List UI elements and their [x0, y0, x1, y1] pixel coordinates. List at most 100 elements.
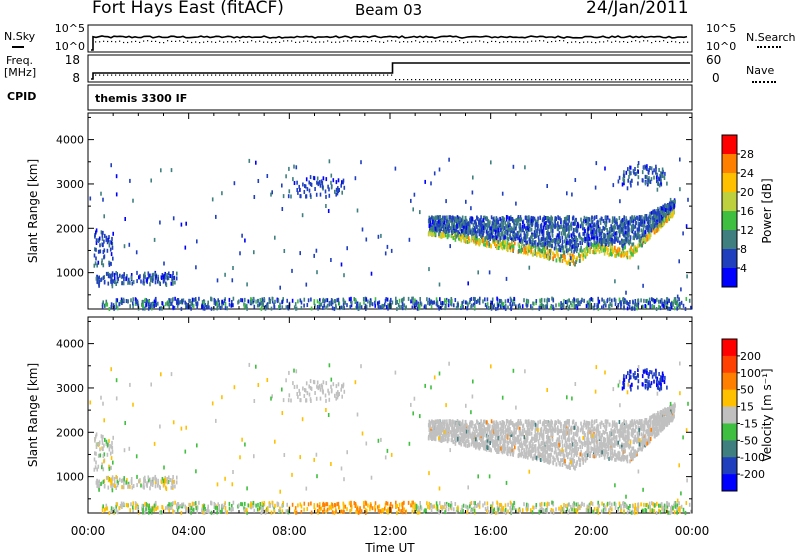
- echo-cell: [548, 298, 550, 303]
- echo-cell: [567, 306, 570, 311]
- nave-dot: [151, 74, 153, 76]
- echo-cell: [414, 298, 416, 303]
- echo-cell: [108, 235, 110, 240]
- echo-cell: [455, 234, 458, 239]
- echo-cell: [614, 253, 616, 258]
- echo-cell: [457, 230, 460, 235]
- echo-cell: [530, 235, 532, 240]
- echo-cell: [504, 510, 507, 515]
- echo-cell: [659, 510, 662, 515]
- echo-cell: [523, 298, 525, 303]
- echo-cell: [450, 501, 453, 505]
- echo-cell: [645, 225, 647, 230]
- echo-cell: [105, 271, 108, 276]
- echo-cell: [148, 300, 150, 304]
- echo-cell: [581, 252, 583, 257]
- echo-cell: [664, 207, 667, 212]
- echo-cell: [670, 200, 673, 205]
- echo-cell: [617, 236, 620, 241]
- nave-dotted-key: [752, 81, 776, 83]
- nsearch-dot: [419, 41, 421, 43]
- echo-cell: [434, 215, 437, 220]
- echo-cell: [302, 182, 304, 187]
- echo-cell: [442, 215, 444, 220]
- echo-cell: [144, 271, 146, 276]
- echo-cell: [597, 504, 600, 509]
- echo-cell: [582, 256, 584, 261]
- nsearch-dot: [683, 41, 685, 43]
- echo-cell: [531, 222, 533, 227]
- echo-cell: [634, 247, 637, 252]
- echo-cell: [123, 244, 126, 249]
- echo-cell: [515, 233, 518, 238]
- nsearch-dot: [671, 40, 673, 43]
- echo-cell: [647, 300, 650, 305]
- echo-cell: [307, 502, 310, 507]
- echo-cell: [465, 230, 467, 235]
- nsearch-dot: [371, 40, 373, 42]
- echo-cell: [489, 236, 491, 241]
- echo-cell: [628, 304, 631, 309]
- echo-cell: [110, 509, 113, 513]
- echo-cell: [504, 230, 506, 235]
- echo-cell: [646, 175, 648, 180]
- nsky-left-tick-bottom: 10^0: [55, 40, 85, 53]
- echo-cell: [614, 225, 617, 230]
- echo-cell: [490, 244, 492, 249]
- echo-cell: [539, 215, 541, 220]
- echo-cell: [546, 245, 549, 250]
- echo-cell: [456, 221, 458, 226]
- echo-cell: [121, 301, 123, 305]
- echo-cell: [634, 172, 637, 177]
- echo-cell: [496, 500, 498, 505]
- echo-cell: [615, 253, 617, 258]
- echo-cell: [586, 249, 589, 253]
- echo-cell: [457, 223, 460, 228]
- echo-cell: [649, 301, 651, 306]
- nave-dot: [411, 79, 413, 81]
- echo-cell: [540, 297, 543, 302]
- echo-cell: [646, 237, 649, 242]
- echo-cell: [623, 305, 625, 310]
- echo-cell: [562, 506, 565, 511]
- echo-cell: [438, 306, 440, 311]
- echo-cell: [634, 230, 636, 235]
- echo-cell: [118, 302, 121, 307]
- echo-cell: [605, 215, 607, 220]
- echo-cell: [150, 506, 152, 511]
- echo-cell: [637, 508, 639, 513]
- echo-cell: [535, 243, 537, 248]
- echo-cell: [270, 306, 273, 311]
- echo-cell: [535, 251, 538, 256]
- echo-cell: [465, 504, 467, 509]
- echo-cell: [325, 509, 327, 514]
- echo-cell: [518, 304, 521, 309]
- echo-cell: [354, 298, 357, 302]
- echo-cell: [472, 223, 475, 228]
- echo-cell: [688, 298, 691, 303]
- echo-cell: [480, 233, 482, 238]
- echo-cell: [532, 301, 534, 306]
- echo-cell: [106, 248, 109, 253]
- echo-cell: [244, 297, 246, 302]
- echo-cell: [670, 305, 673, 310]
- echo-cell: [101, 236, 104, 241]
- echo-cell: [108, 307, 111, 311]
- echo-cell: [473, 500, 475, 505]
- echo-cell: [656, 227, 658, 232]
- echo-cell: [598, 249, 601, 254]
- nave-dot: [115, 74, 117, 76]
- nave-dot: [619, 79, 621, 81]
- echo-cell: [188, 502, 190, 507]
- echo-cell: [450, 226, 453, 231]
- nave-dot: [99, 74, 101, 76]
- echo-cell: [530, 245, 533, 250]
- echo-cell: [432, 231, 434, 236]
- echo-cell: [573, 504, 575, 509]
- echo-cell: [617, 179, 620, 184]
- echo-cell: [655, 170, 657, 175]
- nave-dot: [451, 79, 453, 81]
- echo-cell: [633, 245, 635, 250]
- nsearch-dot: [679, 42, 681, 44]
- echo-cell: [453, 507, 455, 512]
